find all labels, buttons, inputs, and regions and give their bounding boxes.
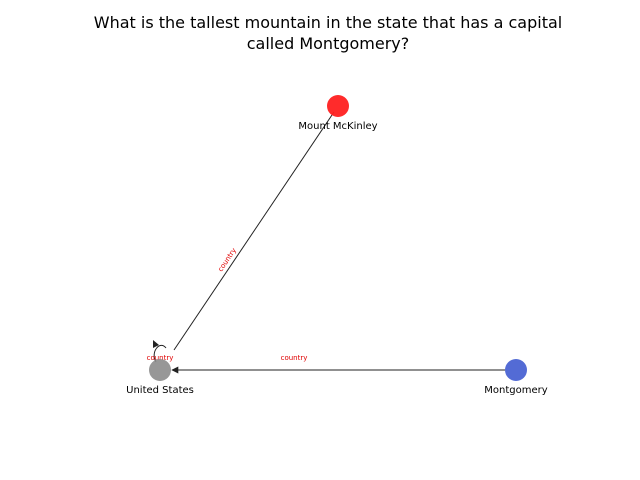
- node-mount-mckinley: [327, 95, 349, 117]
- node-montgomery: [505, 359, 527, 381]
- node-label-mount-mckinley: Mount McKinley: [298, 121, 377, 132]
- node-label-united-states: United States: [126, 385, 194, 396]
- node-united-states: [149, 359, 171, 381]
- node-label-montgomery: Montgomery: [484, 385, 547, 396]
- edge-mckinley-us: [174, 112, 334, 350]
- edge-label-montgomery-us: country: [281, 354, 308, 362]
